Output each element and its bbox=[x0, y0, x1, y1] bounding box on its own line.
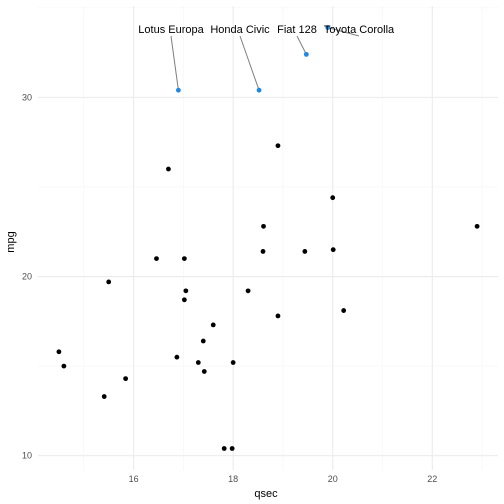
data-point bbox=[330, 195, 336, 201]
annotation-leader-line bbox=[296, 35, 307, 55]
data-point bbox=[275, 143, 281, 149]
highlighted-point bbox=[175, 87, 181, 93]
data-point bbox=[221, 446, 227, 451]
x-tick-label: 22 bbox=[427, 474, 437, 484]
data-point bbox=[302, 249, 308, 254]
tick-labels: 16 18 20 22 10 20 30 bbox=[22, 92, 437, 484]
highlighted-point bbox=[256, 87, 262, 93]
data-point bbox=[106, 279, 112, 285]
data-point bbox=[174, 354, 180, 360]
data-point bbox=[166, 166, 171, 172]
annotation-leader-line bbox=[239, 35, 260, 91]
annotation-leader-line bbox=[327, 27, 360, 37]
data-point bbox=[330, 247, 336, 253]
annotation-leader-line bbox=[170, 35, 179, 91]
y-tick-label: 30 bbox=[22, 92, 32, 102]
data-point bbox=[275, 313, 281, 319]
grid bbox=[38, 6, 498, 470]
data-point bbox=[101, 394, 107, 399]
data-point bbox=[341, 308, 347, 313]
data-point bbox=[210, 322, 216, 328]
data-point bbox=[61, 363, 67, 369]
data-point bbox=[195, 360, 201, 365]
x-axis-title: qsec bbox=[254, 488, 278, 500]
data-point bbox=[200, 338, 206, 344]
data-point bbox=[245, 288, 251, 294]
data-point bbox=[183, 288, 189, 294]
data-point bbox=[474, 223, 480, 229]
data-point bbox=[154, 256, 159, 262]
highlighted-point bbox=[303, 51, 309, 57]
data-point bbox=[260, 249, 266, 254]
data-point bbox=[56, 349, 62, 355]
data-point bbox=[123, 376, 129, 382]
annotation-label: Fiat 128 bbox=[277, 24, 317, 36]
annotation-label: Lotus Europa bbox=[138, 24, 204, 36]
data-point bbox=[229, 446, 235, 451]
data-point bbox=[181, 297, 187, 303]
y-tick-label: 20 bbox=[22, 272, 32, 282]
x-tick-label: 16 bbox=[129, 474, 139, 484]
annotation-leaders bbox=[170, 27, 360, 91]
x-tick-label: 20 bbox=[328, 474, 338, 484]
annotation-label: Honda Civic bbox=[210, 24, 270, 36]
y-tick-label: 10 bbox=[22, 451, 32, 461]
y-axis-title: mpg bbox=[5, 231, 17, 252]
data-point bbox=[201, 369, 207, 374]
data-points bbox=[56, 25, 480, 451]
annotation-label: Toyota Corolla bbox=[324, 24, 395, 36]
data-point bbox=[230, 360, 236, 365]
x-tick-label: 18 bbox=[228, 474, 238, 484]
data-point bbox=[181, 256, 187, 262]
annotation-labels: Lotus Europa Honda Civic Fiat 128 Toyota Co… bbox=[138, 24, 395, 36]
highlighted-point bbox=[325, 25, 331, 30]
data-point bbox=[261, 223, 266, 229]
